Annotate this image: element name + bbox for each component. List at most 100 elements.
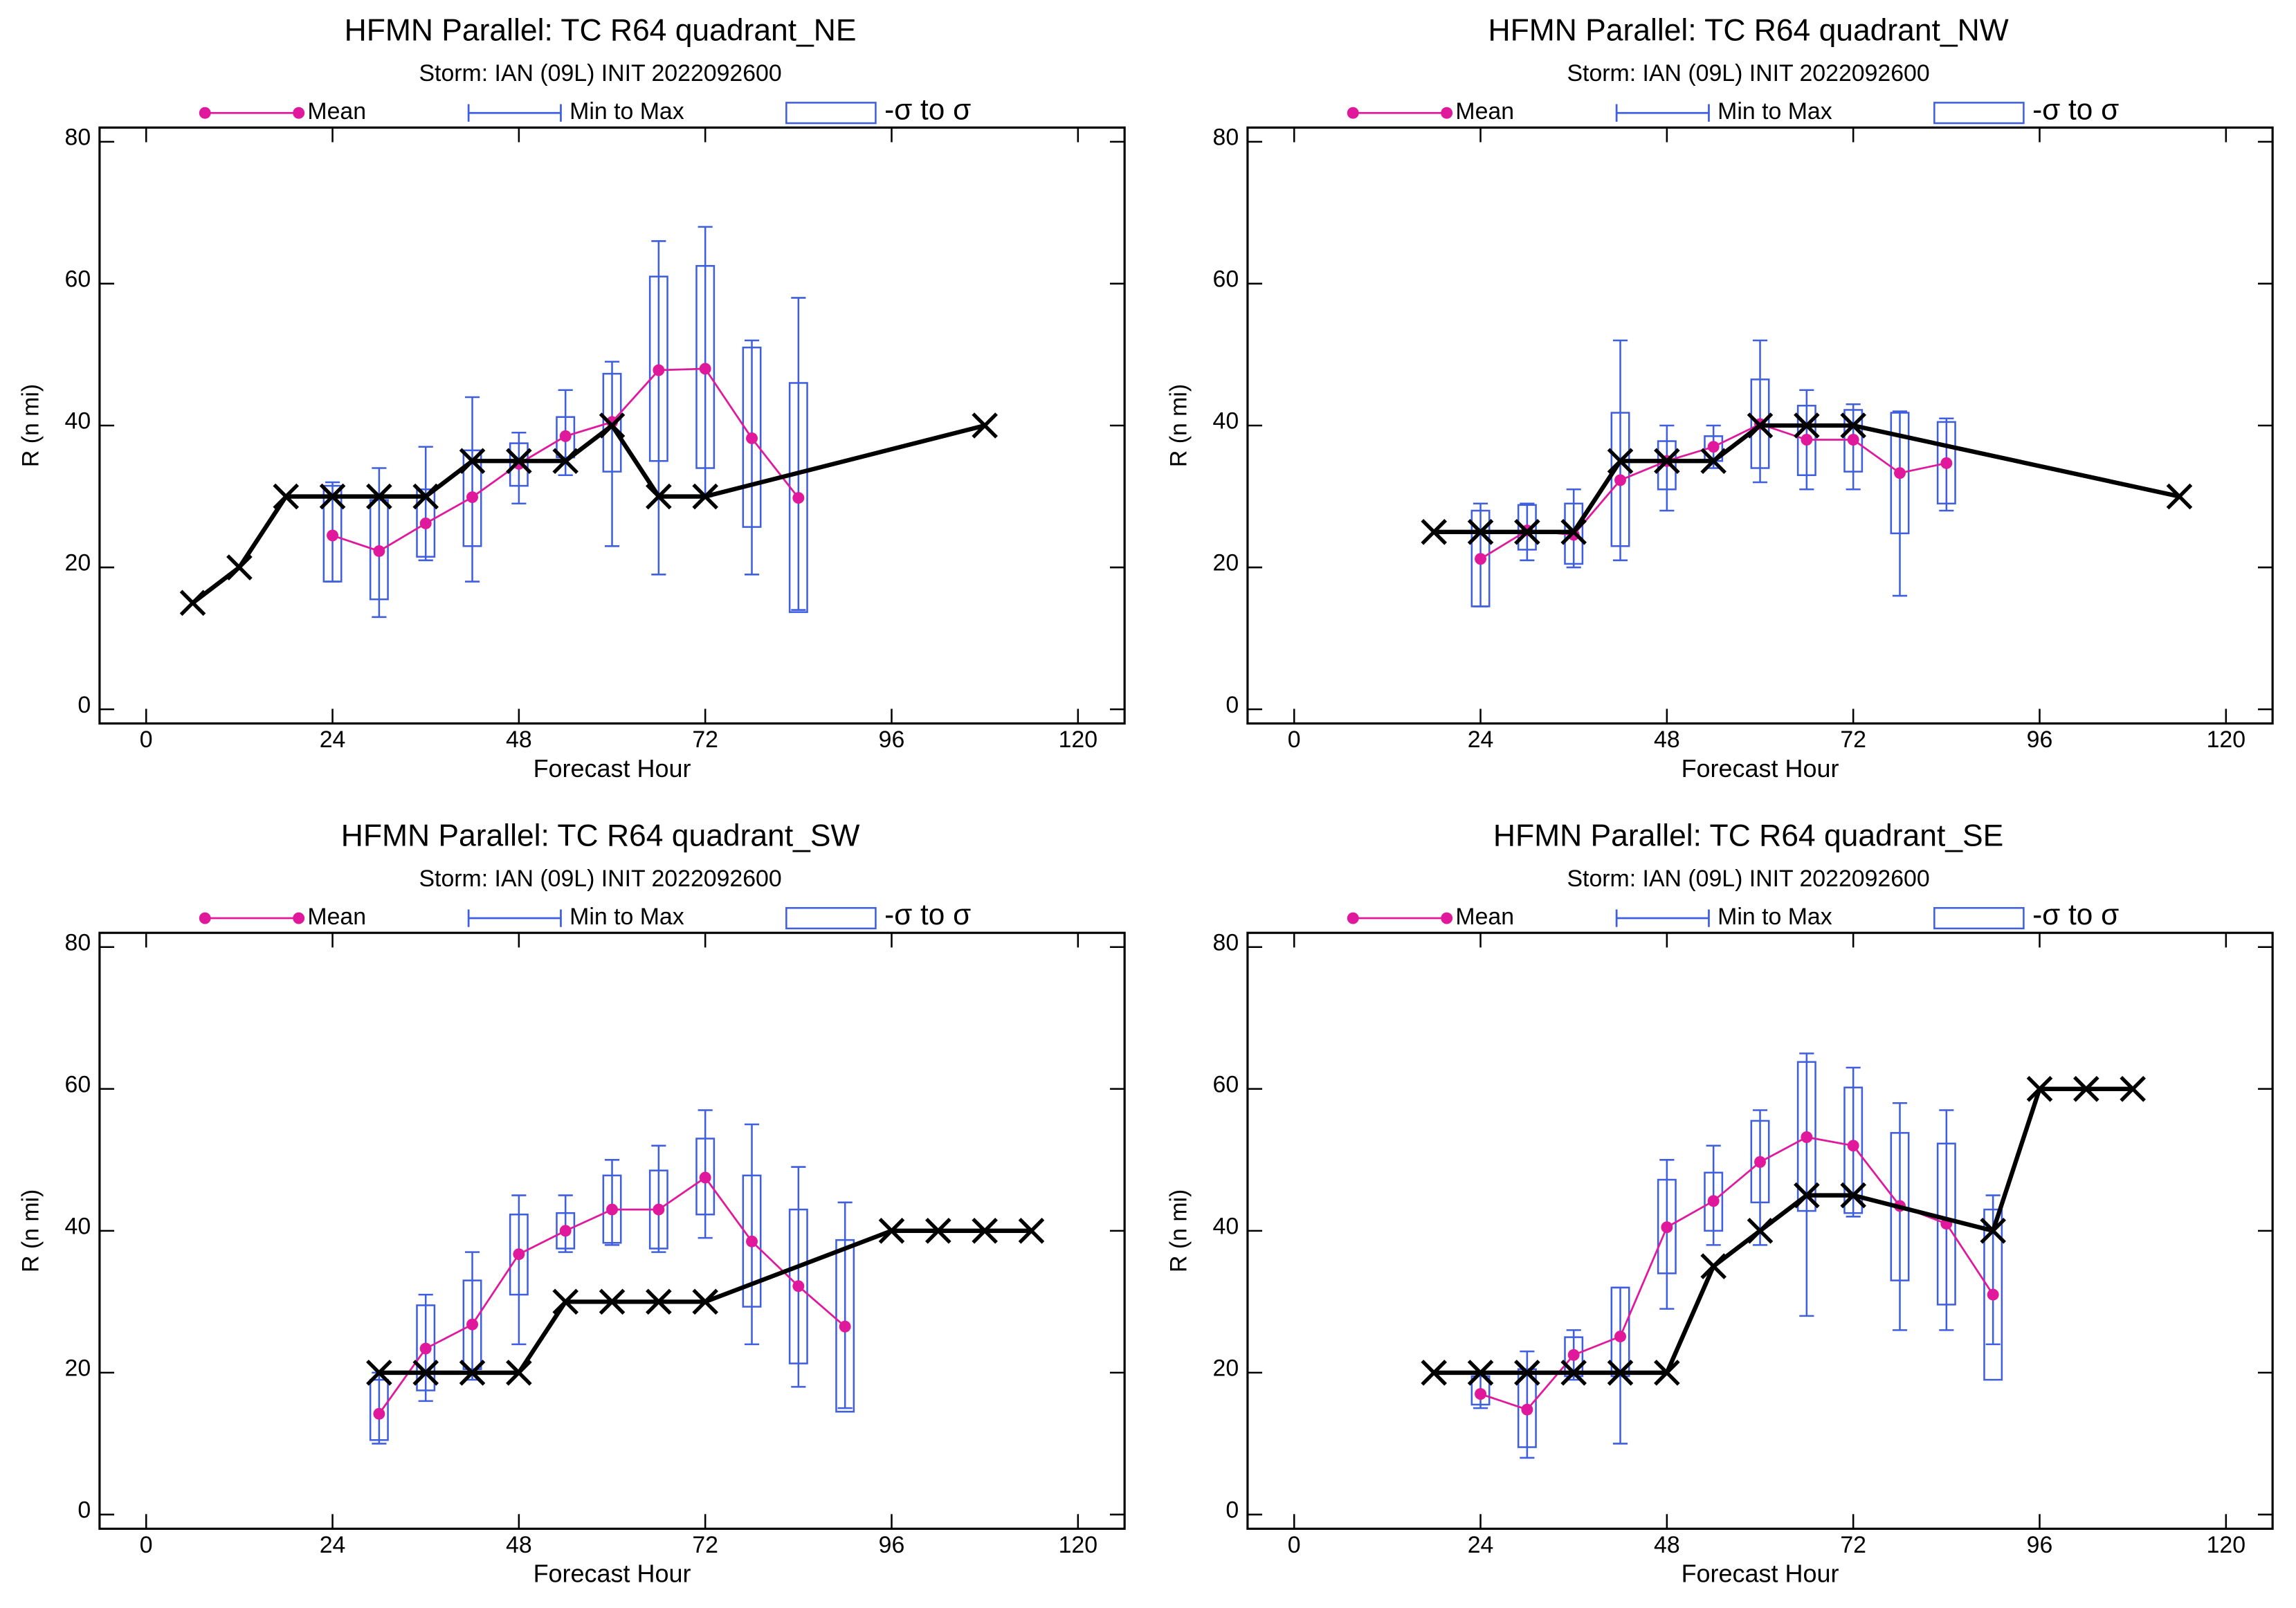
y-tick-label: 20: [65, 1355, 91, 1382]
legend-swatch: [199, 107, 211, 119]
min-max-bar: [698, 226, 713, 497]
sigma-box: [556, 1212, 576, 1250]
mean-line: [1480, 1136, 1994, 1411]
legend-swatch: [1441, 107, 1453, 119]
legend-label: Mean: [1455, 98, 1514, 125]
mean-point: [792, 492, 805, 504]
sigma-box: [1470, 509, 1491, 607]
chart-subtitle: Storm: IAN (09L) INIT 2022092600: [419, 60, 781, 86]
legend-label: -σ to σ: [2032, 898, 2119, 931]
track-marker: [925, 1218, 951, 1244]
mean-point: [327, 529, 339, 542]
min-max-bar: [511, 1194, 527, 1346]
chart-subtitle: Storm: IAN (09L) INIT 2022092600: [1567, 866, 1929, 892]
mean-point: [839, 1320, 851, 1333]
sigma-box: [322, 484, 343, 583]
panel: HFMN Parallel: TC R64 quadrant_NE Storm: …: [17, 14, 1126, 783]
x-tick-label: 48: [1654, 727, 1680, 753]
chart-title: HFMN Parallel: TC R64 quadrant_SW: [341, 819, 860, 852]
x-axis-label: Forecast Hour: [534, 754, 691, 783]
track-marker: [692, 1288, 718, 1315]
mean-point: [1801, 434, 1813, 446]
track-marker: [1467, 1360, 1494, 1386]
legend-label: Mean: [307, 904, 366, 930]
x-tick-label: 48: [506, 1532, 532, 1558]
min-max-bar: [791, 297, 806, 611]
min-max-bar: [558, 1194, 573, 1253]
legend-swatch: [1615, 104, 1710, 122]
track-marker: [878, 1218, 905, 1244]
x-tick-label: 0: [1288, 1532, 1301, 1558]
track-marker: [646, 483, 672, 510]
track-marker: [1794, 412, 1820, 439]
track-line: [1434, 1086, 2133, 1376]
min-max-bar: [418, 446, 433, 562]
mean-point: [466, 491, 478, 504]
legend-label: Min to Max: [1718, 904, 1832, 930]
track-marker: [1700, 448, 1726, 475]
track-marker: [1421, 1360, 1448, 1386]
mean-point: [699, 1171, 711, 1184]
legend-label: -σ to σ: [884, 898, 971, 931]
min-max-bar: [1985, 1194, 2001, 1346]
sigma-box: [1796, 1061, 1816, 1212]
y-tick-label: 0: [1226, 692, 1239, 718]
x-tick-label: 24: [1468, 727, 1494, 753]
sigma-box: [416, 488, 436, 558]
track-marker: [226, 554, 253, 581]
track-marker: [1980, 1218, 2006, 1244]
sigma-box: [788, 1208, 808, 1364]
legend-label: Min to Max: [1718, 98, 1832, 125]
sigma-box: [835, 1239, 855, 1413]
x-tick-label: 72: [1840, 1532, 1866, 1558]
y-axis-label: R (n mi): [1165, 1189, 1192, 1272]
x-tick-label: 120: [2207, 727, 2245, 753]
y-tick-label: 20: [65, 550, 91, 576]
legend-swatch: [1347, 107, 1359, 119]
track-marker: [1840, 1182, 1866, 1209]
x-axis-label: Forecast Hour: [1682, 754, 1839, 783]
mean-point: [1894, 467, 1906, 479]
min-max-bar: [1752, 339, 1768, 484]
sigma-box: [1704, 1171, 1724, 1232]
x-tick-label: 0: [1288, 727, 1301, 753]
track-marker: [972, 1218, 998, 1244]
track-marker: [1794, 1182, 1820, 1209]
sigma-box: [416, 1304, 436, 1391]
x-tick-label: 24: [320, 1532, 346, 1558]
sigma-box: [462, 449, 482, 547]
mean-point: [1567, 1349, 1580, 1361]
x-tick-label: 72: [692, 1532, 718, 1558]
y-tick-label: 20: [1213, 1355, 1239, 1382]
min-max-bar: [1892, 410, 1908, 597]
min-max-bar: [1892, 1102, 1908, 1331]
sigma-box: [742, 1174, 762, 1308]
y-tick-label: 40: [65, 408, 91, 435]
min-max-bar: [1752, 1109, 1768, 1246]
mean-point: [419, 518, 432, 529]
sigma-box: [1983, 1208, 2003, 1381]
legend-swatch: [467, 104, 562, 122]
legend-label: Min to Max: [570, 904, 684, 930]
track-marker: [1560, 518, 1587, 545]
mean-point: [746, 1235, 758, 1248]
mean-point: [1987, 1288, 1999, 1301]
mean-point: [1940, 457, 1953, 469]
min-max-bar: [651, 240, 666, 576]
legend-swatch: [293, 912, 305, 924]
x-tick-label: 96: [2027, 727, 2053, 753]
x-tick-label: 48: [1654, 1532, 1680, 1558]
x-axis-label: Forecast Hour: [534, 1560, 691, 1588]
mean-point: [419, 1342, 432, 1355]
track-marker: [2026, 1075, 2053, 1102]
mean-point: [606, 1203, 618, 1216]
sigma-box: [1470, 1375, 1491, 1406]
sigma-box: [556, 416, 576, 459]
chart-subtitle: Storm: IAN (09L) INIT 2022092600: [419, 866, 781, 892]
min-max-bar: [1799, 1052, 1814, 1317]
x-tick-label: 72: [1840, 727, 1866, 753]
y-tick-label: 80: [65, 929, 91, 956]
track-marker: [2073, 1075, 2099, 1102]
legend-swatch: [1347, 912, 1359, 924]
legend-swatch: [1933, 906, 2025, 930]
